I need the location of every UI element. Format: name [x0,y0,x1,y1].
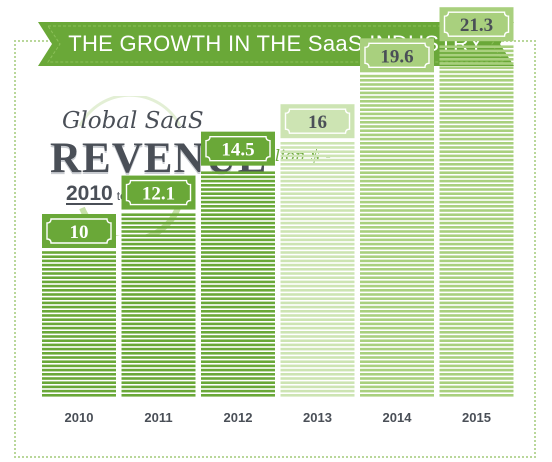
data-label-2015: 21.3 [460,15,493,36]
bar-2012: 14.5 [201,131,275,397]
headline-line1: Global SaaS [62,108,204,134]
bar-2014: 19.6 [360,38,434,397]
bar-2013: 16 [280,104,355,397]
x-tick-2013: 2013 [303,410,332,425]
bar-2010: 10 [42,214,116,397]
x-tick-2015: 2015 [462,410,491,425]
data-label-2013: 16 [308,112,327,133]
x-tick-2010: 2010 [65,410,94,425]
x-tick-2011: 2011 [144,410,172,425]
data-label-2012: 14.5 [221,140,254,161]
data-label-2011: 12.1 [142,184,175,205]
year-start: 2010 [66,182,113,205]
bar-2015: 21.3 [439,7,514,397]
x-tick-2012: 2012 [224,410,253,425]
x-tick-2014: 2014 [383,410,413,425]
data-label-2014: 19.6 [380,46,413,67]
bar-2011: 12.1 [121,175,196,397]
data-label-2010: 10 [70,222,89,243]
